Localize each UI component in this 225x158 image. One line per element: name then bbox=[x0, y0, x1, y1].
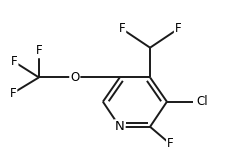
Text: F: F bbox=[166, 137, 173, 150]
Text: F: F bbox=[174, 22, 181, 35]
Text: Cl: Cl bbox=[195, 95, 207, 108]
Text: O: O bbox=[70, 71, 79, 84]
Text: F: F bbox=[35, 44, 42, 57]
Text: F: F bbox=[11, 55, 17, 68]
Text: F: F bbox=[118, 22, 125, 35]
Text: F: F bbox=[10, 87, 16, 100]
Text: N: N bbox=[114, 120, 124, 133]
